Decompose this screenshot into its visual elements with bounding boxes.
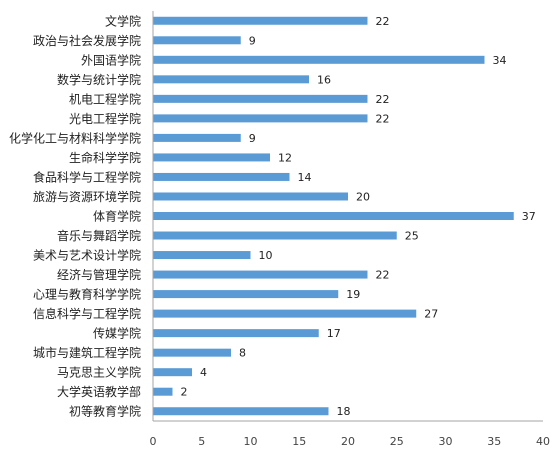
category-label: 机电工程学院 xyxy=(69,91,141,106)
value-labels: 22 9 34 16 22 22 9 12 14 20 37 25 10 22 19 27 17 8 42 18 xyxy=(181,15,536,418)
x-tick-label: 10 xyxy=(244,435,258,448)
data-label: 20 xyxy=(356,190,370,203)
bar xyxy=(153,212,514,220)
x-axis-ticks: 0 5 10 15 20 25 30 35 40 xyxy=(150,435,551,448)
x-tick-label: 0 xyxy=(150,435,157,448)
category-label: 生命科学学院 xyxy=(69,150,141,165)
category-label: 音乐与舞蹈学院 xyxy=(57,228,141,243)
category-label: 马克思主义学院 xyxy=(57,365,141,380)
bar xyxy=(153,94,368,103)
bar xyxy=(153,368,192,377)
data-label: 10 xyxy=(259,249,273,262)
bar xyxy=(153,348,231,357)
bar xyxy=(153,329,319,338)
category-label: 心理与教育科学学院 xyxy=(33,287,141,302)
bar xyxy=(153,309,417,318)
category-label: 初等教育学院 xyxy=(69,404,141,419)
x-tick-label: 5 xyxy=(198,435,205,448)
data-label: 12 xyxy=(278,151,292,164)
data-label: 34 xyxy=(493,54,507,67)
bar xyxy=(153,192,348,201)
category-label: 美术与艺术设计学院 xyxy=(33,248,141,263)
data-label: 27 xyxy=(424,308,438,321)
data-label: 17 xyxy=(327,327,341,340)
data-label: 22 xyxy=(376,112,390,125)
x-tick-label: 25 xyxy=(390,435,404,448)
bar xyxy=(153,133,241,142)
data-label: 8 xyxy=(239,347,246,360)
bar xyxy=(153,55,485,64)
category-label: 旅游与资源环境学院 xyxy=(33,189,141,204)
x-tick-label: 40 xyxy=(536,435,550,448)
data-label: 16 xyxy=(317,73,331,86)
data-label: 9 xyxy=(249,34,256,47)
category-labels: 文学院政治与社会发展学院外国语学院数学与统计学院机电工程学院光电工程学院化学化工… xyxy=(9,13,141,418)
data-label: 2 xyxy=(181,386,188,399)
bar xyxy=(153,407,329,416)
bar xyxy=(153,153,270,162)
bar xyxy=(153,114,368,123)
bar xyxy=(153,387,173,396)
category-label: 体育学院 xyxy=(93,209,141,224)
category-label: 光电工程学院 xyxy=(69,111,141,126)
bar xyxy=(153,16,368,25)
category-label: 食品科学与工程学院 xyxy=(33,169,141,184)
data-label: 4 xyxy=(200,366,207,379)
bars-group xyxy=(153,16,514,416)
bar xyxy=(153,75,309,84)
data-label: 22 xyxy=(376,93,390,106)
data-label: 37 xyxy=(522,210,536,223)
category-label: 经济与管理学院 xyxy=(57,267,141,282)
bar xyxy=(153,36,241,45)
bar xyxy=(153,172,290,181)
category-label: 政治与社会发展学院 xyxy=(33,33,141,48)
data-label: 9 xyxy=(249,132,256,145)
data-label: 19 xyxy=(346,288,360,301)
category-label: 数学与统计学院 xyxy=(57,72,141,87)
category-label: 信息科学与工程学院 xyxy=(33,306,141,321)
category-label: 文学院 xyxy=(105,13,141,28)
x-tick-label: 15 xyxy=(292,435,306,448)
data-label: 22 xyxy=(376,15,390,28)
x-tick-label: 20 xyxy=(341,435,355,448)
category-label: 传媒学院 xyxy=(93,326,141,341)
x-tick-label: 30 xyxy=(439,435,453,448)
bar xyxy=(153,251,251,260)
bar xyxy=(153,270,368,279)
data-label: 25 xyxy=(405,230,419,243)
data-label: 22 xyxy=(376,269,390,282)
x-tick-label: 35 xyxy=(487,435,501,448)
data-label: 14 xyxy=(298,171,312,184)
category-label: 城市与建筑工程学院 xyxy=(33,345,141,360)
category-label: 化学化工与材料科学学院 xyxy=(9,130,141,145)
bar xyxy=(153,231,397,240)
category-label: 外国语学院 xyxy=(81,52,141,67)
data-label: 18 xyxy=(337,405,351,418)
category-label: 大学英语教学部 xyxy=(57,384,141,399)
bar xyxy=(153,290,339,299)
